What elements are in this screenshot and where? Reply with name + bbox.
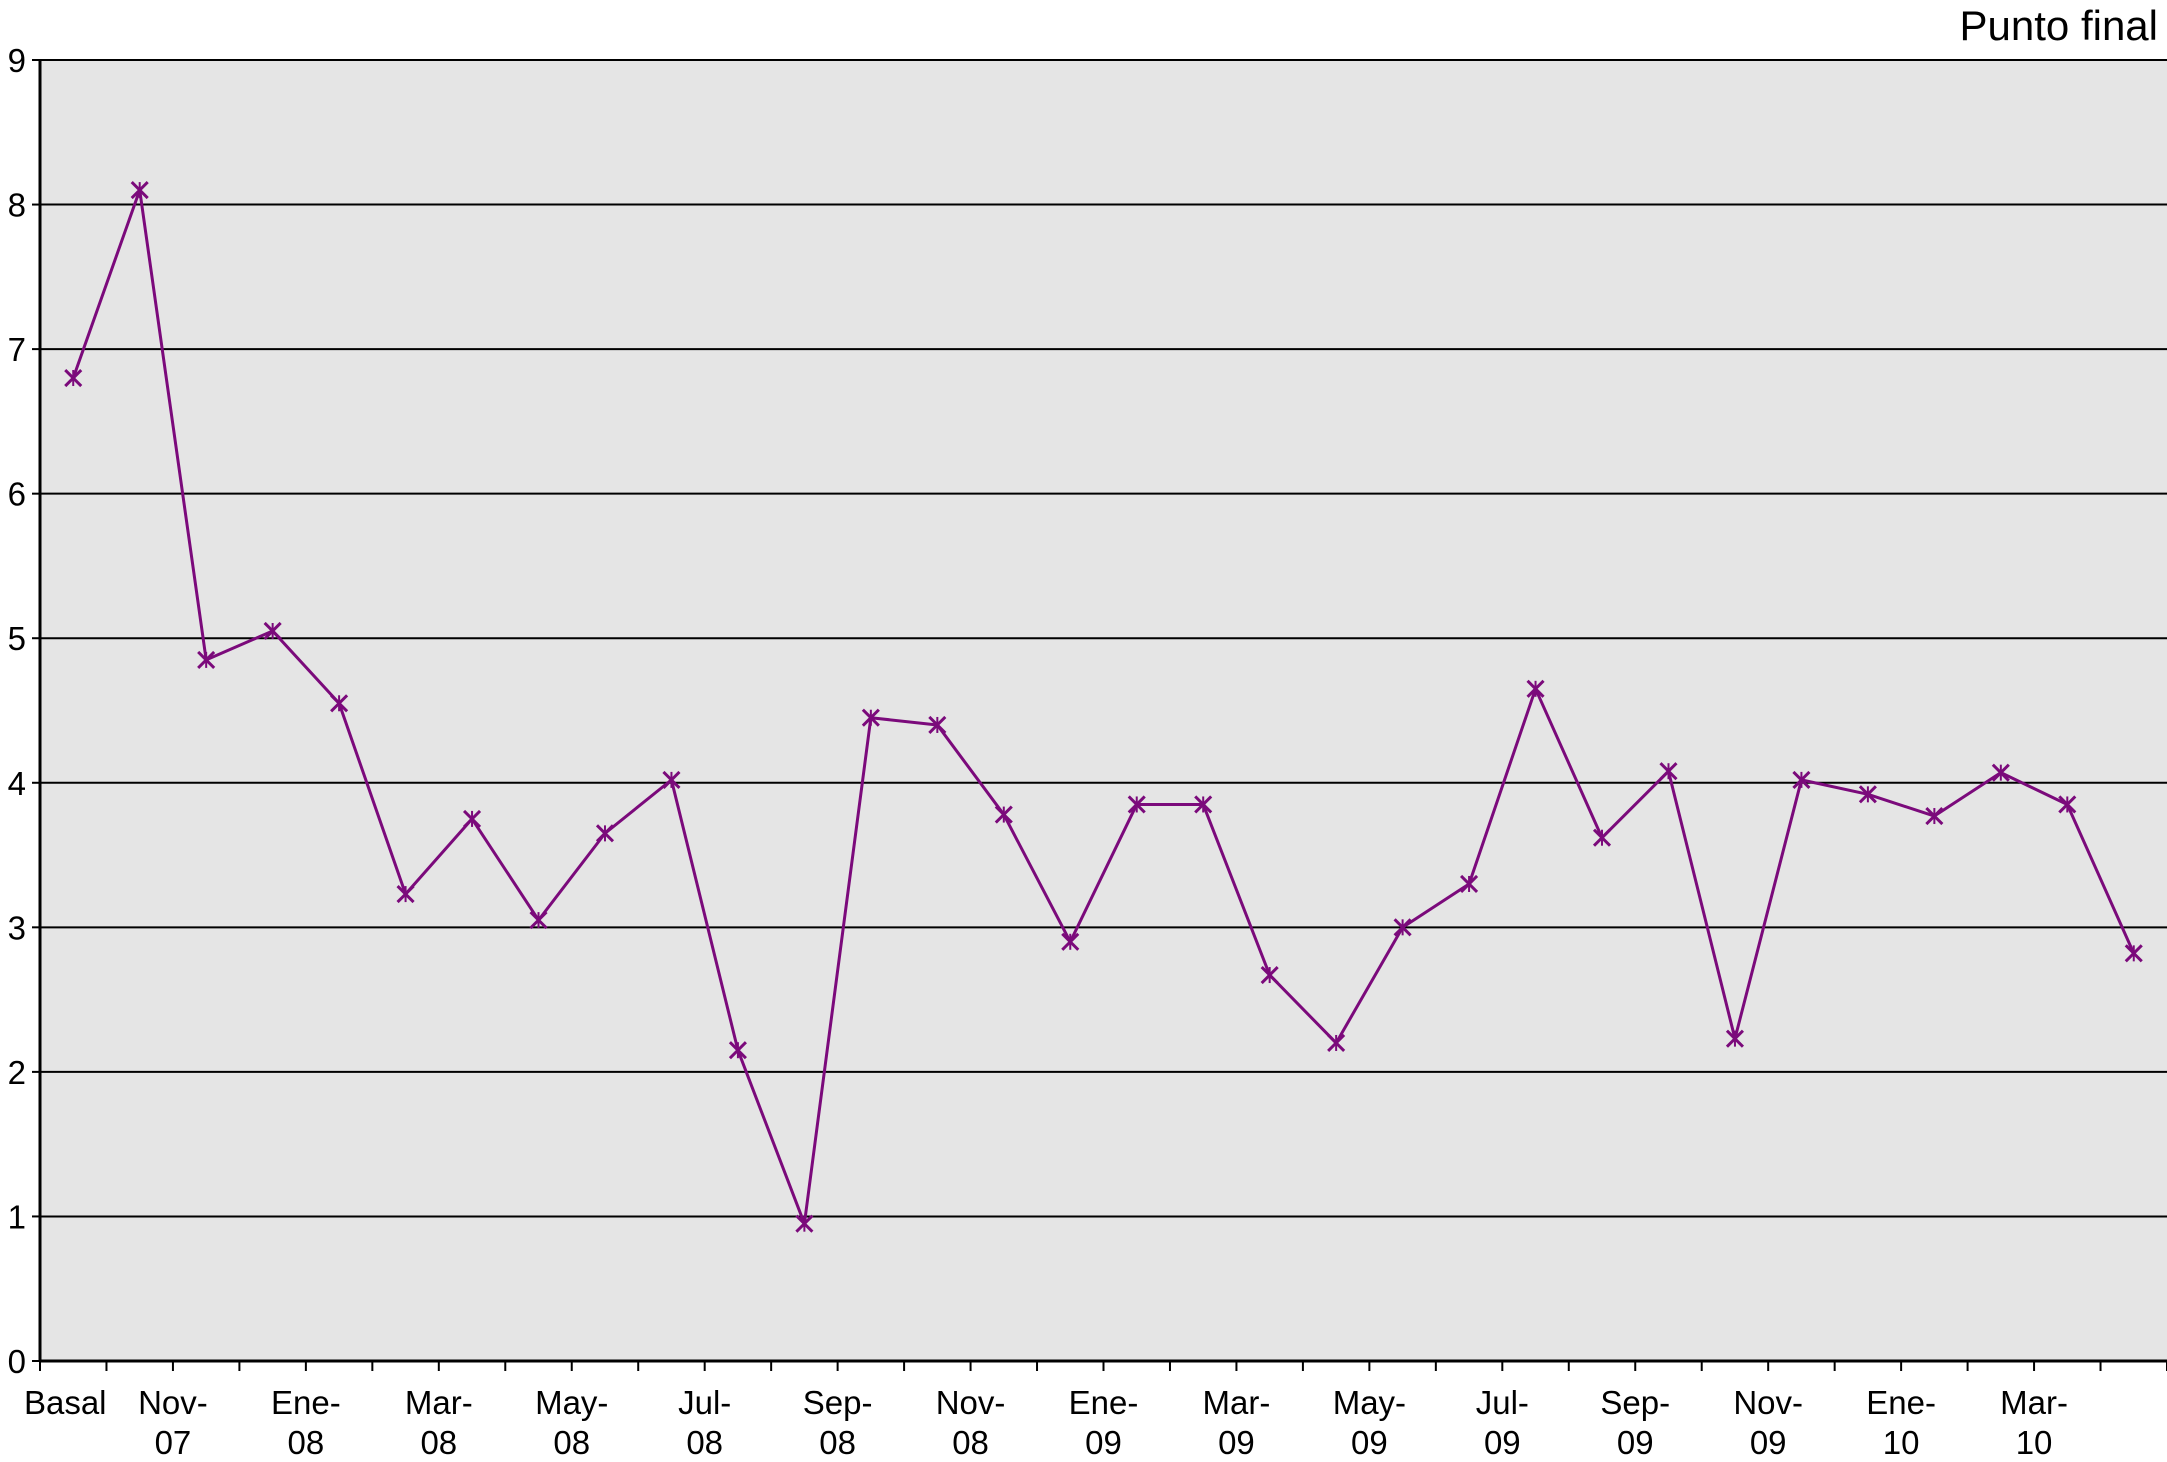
data-point-marker xyxy=(1659,762,1678,781)
gridlines xyxy=(40,59,2167,1218)
x-tick-label: Mar- xyxy=(405,1384,473,1421)
x-tick-label: 08 xyxy=(952,1424,989,1461)
x-tick-label: 10 xyxy=(2016,1424,2053,1461)
data-point-marker xyxy=(1792,770,1811,789)
x-tick-label: 08 xyxy=(686,1424,723,1461)
data-point-marker xyxy=(728,1041,747,1060)
data-point-marker xyxy=(1925,806,1944,826)
x-tick-label: May- xyxy=(535,1384,608,1421)
data-point-marker xyxy=(64,368,83,388)
y-axis-ticks: 0 1 2 3 4 5 6 7 8 9 xyxy=(8,42,40,1380)
chart-title: Punto final xyxy=(1960,2,2158,49)
x-tick-label: 09 xyxy=(1218,1424,1255,1461)
data-point-marker xyxy=(1061,932,1080,951)
x-tick-label: 07 xyxy=(155,1424,192,1461)
x-tick-label: Mar- xyxy=(1203,1384,1271,1421)
x-tick-label: 10 xyxy=(1883,1424,1920,1461)
x-tick-label: 08 xyxy=(553,1424,590,1461)
data-point-marker xyxy=(1526,679,1545,698)
series-group xyxy=(64,181,2143,1233)
data-point-marker xyxy=(1725,1029,1745,1048)
x-tick-label: Sep- xyxy=(1600,1384,1670,1421)
data-point-marker xyxy=(662,770,681,789)
x-tick-label: Ene- xyxy=(271,1384,341,1421)
y-tick-label: 4 xyxy=(8,765,26,802)
x-tick-label: Nov- xyxy=(1733,1384,1803,1421)
data-point-marker xyxy=(330,694,349,713)
data-point-marker xyxy=(1592,828,1612,847)
y-tick-label: 6 xyxy=(8,476,26,513)
data-point-marker xyxy=(994,805,1013,824)
x-tick-label: 09 xyxy=(1484,1424,1521,1461)
data-point-marker xyxy=(2058,795,2077,814)
data-point-marker xyxy=(197,650,216,669)
y-tick-label: 0 xyxy=(8,1343,26,1380)
y-tick-label: 3 xyxy=(8,909,26,946)
y-tick-label: 1 xyxy=(8,1198,26,1235)
y-tick-label: 2 xyxy=(8,1054,26,1091)
x-tick-label: Ene- xyxy=(1866,1384,1936,1421)
x-tick-label: Basal xyxy=(24,1384,107,1421)
data-point-marker xyxy=(1858,785,1877,804)
data-point-marker xyxy=(795,1214,814,1233)
data-point-marker xyxy=(595,824,615,843)
data-point-marker xyxy=(928,715,947,735)
x-tick-label: Jul- xyxy=(678,1384,731,1421)
x-tick-label: May- xyxy=(1333,1384,1406,1421)
x-tick-label: 08 xyxy=(819,1424,856,1461)
y-tick-label: 7 xyxy=(8,331,26,368)
y-tick-label: 8 xyxy=(8,187,26,224)
x-tick-label: Ene- xyxy=(1069,1384,1139,1421)
data-point-marker xyxy=(1460,874,1479,894)
x-tick-label: Sep- xyxy=(803,1384,873,1421)
y-tick-label: 5 xyxy=(8,620,26,657)
data-point-marker xyxy=(263,621,282,641)
data-point-marker xyxy=(130,181,149,200)
x-tick-label: Mar- xyxy=(2000,1384,2068,1421)
x-tick-label: 09 xyxy=(1750,1424,1787,1461)
data-point-marker xyxy=(396,885,415,904)
x-tick-label: 08 xyxy=(288,1424,325,1461)
data-point-marker xyxy=(1327,1033,1346,1053)
x-tick-label: Nov- xyxy=(936,1384,1006,1421)
x-axis-ticks: Basal Nov-07Ene-08Mar-08May-08Jul-08Sep-0… xyxy=(24,1361,2167,1461)
series-line xyxy=(71,188,2136,1226)
x-tick-label: Jul- xyxy=(1476,1384,1529,1421)
x-tick-label: 09 xyxy=(1351,1424,1388,1461)
data-point-marker xyxy=(861,708,880,727)
x-tick-label: 08 xyxy=(420,1424,457,1461)
plot-area xyxy=(40,60,2167,1361)
data-point-marker xyxy=(1127,795,1146,814)
data-point-marker xyxy=(1991,763,2010,782)
data-point-marker xyxy=(1393,918,1412,937)
data-point-marker xyxy=(1194,795,1213,814)
data-point-marker xyxy=(2124,944,2143,963)
data-point-marker xyxy=(1260,965,1279,985)
x-tick-label: 09 xyxy=(1085,1424,1122,1461)
x-tick-label: Nov- xyxy=(138,1384,208,1421)
x-tick-label: 09 xyxy=(1617,1424,1654,1461)
data-point-marker xyxy=(462,809,482,828)
data-point-marker xyxy=(529,911,548,930)
y-tick-label: 9 xyxy=(8,42,26,79)
